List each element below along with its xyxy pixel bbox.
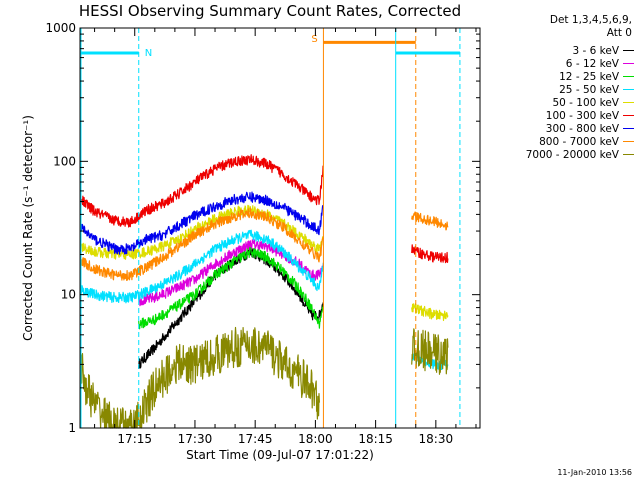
series-line xyxy=(411,328,449,375)
series-100-300-kev xyxy=(80,154,449,264)
timestamp-footer: 11-Jan-2010 13:56 xyxy=(557,468,632,477)
legend-label: 12 - 25 keV xyxy=(559,70,619,83)
legend-entry: 100 - 300 keV xyxy=(484,109,634,122)
legend-swatch xyxy=(623,50,634,51)
series-line xyxy=(411,211,449,231)
y-tick-label: 100 xyxy=(53,154,76,168)
flag-label-n: N xyxy=(145,48,152,59)
legend-entry: 300 - 800 keV xyxy=(484,122,634,135)
x-tick-label: 17:30 xyxy=(178,432,213,446)
legend-label: 300 - 800 keV xyxy=(545,122,619,135)
legend-swatch xyxy=(623,115,634,116)
series-line xyxy=(79,229,324,304)
x-tick-label: 18:30 xyxy=(419,432,454,446)
series-800-7000-kev xyxy=(79,207,449,281)
legend-header: Det 1,3,4,5,6,9, Att 0 xyxy=(484,14,634,40)
legend-entry: 3 - 6 keV xyxy=(484,44,634,57)
legend-label: 100 - 300 keV xyxy=(545,109,619,122)
legend-swatch xyxy=(623,102,634,103)
series-7000-20000-kev xyxy=(79,326,449,429)
legend-entry: 7000 - 20000 keV xyxy=(484,148,634,161)
legend-attenuator-line: Att 0 xyxy=(606,27,632,39)
plot-frame xyxy=(79,27,481,429)
y-tick-label: 1000 xyxy=(45,21,76,35)
y-tick-label: 1 xyxy=(68,421,76,435)
series-300-800-kev xyxy=(79,191,324,255)
flag-label-s: S xyxy=(311,34,317,45)
series-line xyxy=(138,239,324,307)
y-axis-label: Corrected Count Rate (s⁻¹ detector⁻¹) xyxy=(21,115,35,341)
legend-label: 25 - 50 keV xyxy=(559,83,619,96)
legend-entry: 800 - 7000 keV xyxy=(484,135,634,148)
legend-entry: 12 - 25 keV xyxy=(484,70,634,83)
x-tick-label: 17:45 xyxy=(238,432,273,446)
legend: Det 1,3,4,5,6,9, Att 0 3 - 6 keV 6 - 12 k… xyxy=(484,14,634,161)
legend-label: 6 - 12 keV xyxy=(565,57,619,70)
legend-entry: 50 - 100 keV xyxy=(484,96,634,109)
legend-swatch xyxy=(623,154,634,155)
legend-entries: 3 - 6 keV 6 - 12 keV 12 - 25 keV 25 - 50 ke… xyxy=(484,44,634,161)
series-6-12-kev xyxy=(138,239,324,307)
series-line xyxy=(79,191,324,255)
series-line xyxy=(80,154,324,228)
x-tick-label: 18:15 xyxy=(358,432,393,446)
legend-label: 3 - 6 keV xyxy=(572,44,619,57)
series-line xyxy=(138,247,324,330)
series-line xyxy=(411,244,449,264)
legend-swatch xyxy=(623,141,634,142)
legend-label: 50 - 100 keV xyxy=(552,96,619,109)
series-line xyxy=(79,326,320,429)
series-line xyxy=(411,303,449,322)
legend-entry: 6 - 12 keV xyxy=(484,57,634,70)
chart-title: HESSI Observing Summary Count Rates, Cor… xyxy=(78,2,462,20)
x-tick-label: 18:00 xyxy=(298,432,333,446)
x-tick-label: 17:15 xyxy=(117,432,152,446)
legend-swatch xyxy=(623,76,634,77)
legend-swatch xyxy=(623,89,634,90)
legend-label: 800 - 7000 keV xyxy=(539,135,619,148)
legend-swatch xyxy=(623,128,634,129)
legend-detector-line: Det 1,3,4,5,6,9, xyxy=(549,14,632,26)
series-12-25-kev xyxy=(138,247,324,330)
legend-label: 7000 - 20000 keV xyxy=(525,148,619,161)
legend-entry: 25 - 50 keV xyxy=(484,83,634,96)
y-tick-label: 10 xyxy=(61,288,76,302)
series-line xyxy=(79,207,324,281)
legend-swatch xyxy=(623,63,634,64)
x-axis-label: Start Time (09-Jul-07 17:01:22) xyxy=(186,448,374,462)
